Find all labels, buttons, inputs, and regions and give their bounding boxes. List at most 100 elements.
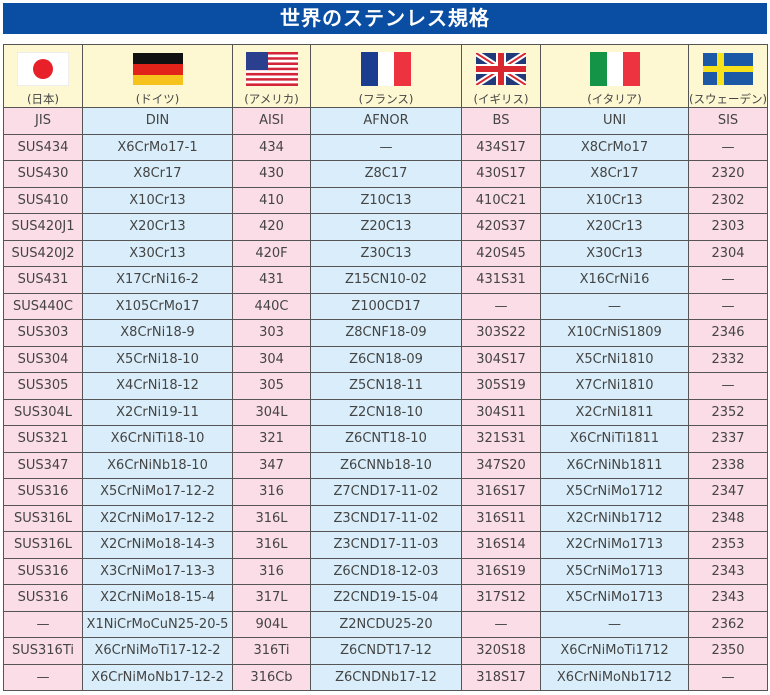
standard-code-header: AISI	[232, 107, 311, 135]
uk-flag-icon	[463, 51, 540, 87]
cell-jis: SUS420J1	[3, 213, 83, 241]
standard-code-row: JIS DIN AISI AFNOR BS UNI SIS	[3, 107, 768, 135]
cell-bs: —	[461, 292, 541, 320]
cell-jis: SUS434	[3, 133, 83, 161]
cell-afnor: Z10C13	[310, 186, 462, 214]
country-name: (ドイツ)	[135, 92, 180, 106]
table-row: SUS304 X5CrNi18-10 304 Z6CN18-09 304S17 X5CrN…	[3, 345, 768, 373]
cell-afnor: Z2CND19-15-04	[310, 584, 462, 612]
cell-aisi: 431	[232, 266, 311, 294]
cell-uni: X6CrNiNb1811	[540, 451, 689, 479]
cell-sis: 2347	[688, 478, 768, 506]
cell-sis: 2303	[688, 213, 768, 241]
table-row: SUS431 X17CrNi16-2 431 Z15CN10-02 431S31 X16C…	[3, 266, 768, 294]
cell-din: X4CrNi18-12	[82, 372, 233, 400]
cell-uni: X5CrNiMo1713	[540, 584, 689, 612]
cell-sis: 2304	[688, 239, 768, 267]
country-name: (フランス)	[358, 92, 414, 106]
cell-uni: X2CrNiMo1713	[540, 531, 689, 559]
table-row: SUS347 X6CrNiNb18-10 347 Z6CNNb18-10 347S20 X…	[3, 451, 768, 479]
cell-afnor: Z15CN10-02	[310, 266, 462, 294]
cell-aisi: 434	[232, 133, 311, 161]
cell-din: X2CrNiMo18-14-3	[82, 531, 233, 559]
cell-jis: SUS316L	[3, 504, 83, 532]
cell-sis: —	[688, 266, 768, 294]
cell-sis: —	[688, 292, 768, 320]
table-row: SUS440C X105CrMo17 440C Z100CD17— — —	[3, 292, 768, 320]
cell-bs: 316S11	[461, 504, 541, 532]
cell-din: X10Cr13	[82, 186, 233, 214]
country-name: (スウェーデン)	[689, 92, 767, 106]
stainless-standards-table: (日本) (ドイツ) (アメリカ) (フランス) (イギリス) (イタリア) (スウェーデン…	[3, 44, 768, 691]
cell-uni: X16CrNi16	[540, 266, 689, 294]
cell-afnor: Z6CNDT17-12	[310, 637, 462, 665]
cell-din: X8Cr17	[82, 160, 233, 188]
table-row: SUS304L X2CrNi19-11 304L Z2CN18-10 304S11 X2C…	[3, 398, 768, 426]
country-header-cell: (ドイツ)	[82, 44, 233, 108]
cell-jis: SUS316	[3, 584, 83, 612]
cell-afnor: Z6CNNb18-10	[310, 451, 462, 479]
cell-aisi: 305	[232, 372, 311, 400]
cell-jis: SUS431	[3, 266, 83, 294]
cell-bs: 317S12	[461, 584, 541, 612]
cell-uni: X6CrNiMoTi1712	[540, 637, 689, 665]
cell-din: X6CrNiMoTi17-12-2	[82, 637, 233, 665]
cell-afnor: —	[310, 133, 462, 161]
cell-uni: X8CrMo17	[540, 133, 689, 161]
table-row: SUS316 X2CrNiMo18-15-4 317L Z2CND19-15-04 31…	[3, 584, 768, 612]
cell-din: X1NiCrMoCuN25-20-5	[82, 610, 233, 638]
cell-aisi: 316Cb	[232, 663, 311, 691]
table-row: SUS305 X4CrNi18-12 305 Z5CN18-11 305S19 X7CrN…	[3, 372, 768, 400]
cell-sis: 2350	[688, 637, 768, 665]
country-header-cell: (イタリア)	[540, 44, 689, 108]
cell-sis: 2320	[688, 160, 768, 188]
cell-din: X6CrMo17-1	[82, 133, 233, 161]
cell-jis: SUS347	[3, 451, 83, 479]
cell-uni: X2CrNiNb1712	[540, 504, 689, 532]
cell-aisi: 317L	[232, 584, 311, 612]
cell-aisi: 316L	[232, 504, 311, 532]
cell-din: X6CrNiNb18-10	[82, 451, 233, 479]
cell-aisi: 420F	[232, 239, 311, 267]
table-row: SUS316 X5CrNiMo17-12-2 316 Z7CND17-11-02 316…	[3, 478, 768, 506]
cell-aisi: 303	[232, 319, 311, 347]
table-row: — X6CrNiMoNb17-12-2 316Cb Z6CNDNb17-12 318S1…	[3, 663, 768, 691]
cell-sis: 2353	[688, 531, 768, 559]
cell-aisi: 316L	[232, 531, 311, 559]
cell-uni: X10Cr13	[540, 186, 689, 214]
standard-code-header: DIN	[82, 107, 233, 135]
cell-jis: —	[3, 663, 83, 691]
cell-jis: SUS316	[3, 478, 83, 506]
cell-din: X6CrNiMoNb17-12-2	[82, 663, 233, 691]
cell-sis: —	[688, 663, 768, 691]
cell-aisi: 316	[232, 557, 311, 585]
standard-code-header: AFNOR	[310, 107, 462, 135]
cell-sis: 2343	[688, 584, 768, 612]
table-row: SUS420J1 X20Cr13 420 Z20C13 420S37 X20Cr13 230…	[3, 213, 768, 241]
cell-afnor: Z6CNT18-10	[310, 425, 462, 453]
cell-jis: SUS321	[3, 425, 83, 453]
table-row: SUS316Ti X6CrNiMoTi17-12-2 316Ti Z6CNDT17-1…	[3, 637, 768, 665]
cell-bs: 318S17	[461, 663, 541, 691]
standard-code-header: JIS	[3, 107, 83, 135]
sweden-flag-icon	[690, 51, 767, 87]
cell-bs: 347S20	[461, 451, 541, 479]
cell-sis: 2337	[688, 425, 768, 453]
cell-afnor: Z5CN18-11	[310, 372, 462, 400]
country-header-cell: (日本)	[3, 44, 83, 108]
cell-bs: 304S17	[461, 345, 541, 373]
cell-uni: X5CrNi1810	[540, 345, 689, 373]
cell-uni: X8Cr17	[540, 160, 689, 188]
cell-uni: —	[540, 292, 689, 320]
germany-flag-icon	[84, 51, 232, 87]
cell-aisi: 440C	[232, 292, 311, 320]
cell-jis: SUS410	[3, 186, 83, 214]
france-flag-icon	[312, 51, 461, 87]
cell-bs: 304S11	[461, 398, 541, 426]
table-row: SUS316L X2CrNiMo17-12-2 316L Z3CND17-11-02 3…	[3, 504, 768, 532]
cell-bs: 430S17	[461, 160, 541, 188]
cell-aisi: 904L	[232, 610, 311, 638]
standard-code-header: UNI	[540, 107, 689, 135]
cell-sis: 2343	[688, 557, 768, 585]
usa-flag-icon	[234, 51, 310, 87]
